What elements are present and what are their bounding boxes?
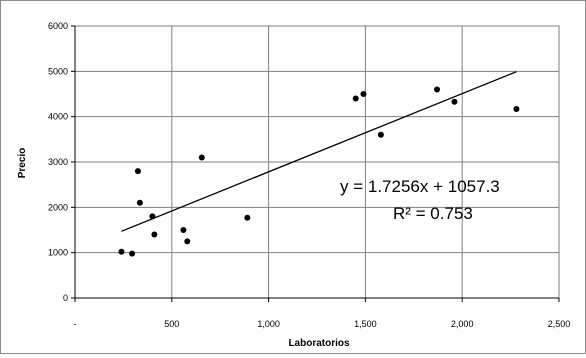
trendline [121, 71, 517, 232]
trend-layer [121, 71, 517, 232]
grid-layer [74, 25, 560, 299]
x-tick-label: 500 [164, 319, 179, 329]
x-axis-title: Laboratorios [288, 338, 350, 349]
data-point [377, 131, 384, 138]
data-point [136, 199, 143, 206]
y-tick-label: 0 [63, 293, 68, 303]
data-point [180, 227, 187, 233]
y-axis-title: Precio [17, 148, 28, 179]
y-tick-label: 3000 [48, 157, 68, 167]
points-layer [118, 86, 520, 257]
data-point [151, 231, 158, 238]
y-tick-label: 5000 [48, 66, 68, 76]
data-point [118, 248, 125, 255]
x-tick-label: 2,000 [451, 319, 474, 329]
data-point [149, 213, 156, 220]
x-tick-label: - [74, 319, 77, 329]
trendline-equation-label: y = 1.7256x + 1057.3 [340, 177, 500, 196]
x-tick-label: 1,500 [354, 319, 377, 329]
data-point [360, 91, 367, 97]
trendline-r2-label: R² = 0.753 [393, 204, 473, 223]
data-point [451, 98, 458, 105]
data-point [129, 250, 136, 257]
y-tick-label: 4000 [48, 112, 68, 122]
data-point [434, 86, 441, 93]
data-point [352, 95, 359, 102]
scatter-chart: 0 1000 2000 3000 4000 5000 6000 - 500 1,000 1,500 2… [17, 21, 570, 349]
axes-layer: 0 1000 2000 3000 4000 5000 6000 - 500 1,000 1,500 2… [48, 21, 570, 329]
data-point [134, 168, 141, 175]
data-point [244, 214, 251, 221]
data-point [198, 154, 205, 161]
y-tick-label: 6000 [48, 21, 68, 31]
y-tick-label: 2000 [48, 202, 68, 212]
y-tick-label: 1000 [48, 248, 68, 258]
data-point [184, 238, 191, 245]
data-point [513, 105, 520, 112]
x-tick-label: 2,500 [548, 319, 571, 329]
x-tick-label: 1,000 [257, 319, 280, 329]
